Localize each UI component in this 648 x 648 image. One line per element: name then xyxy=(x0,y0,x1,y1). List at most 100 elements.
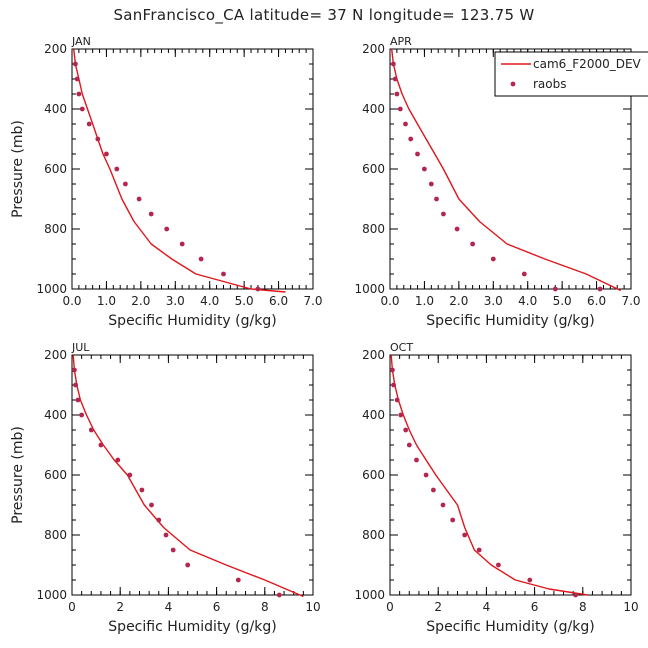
plot-frame xyxy=(71,354,314,596)
raobs-point xyxy=(406,442,412,448)
model-series-line xyxy=(73,48,286,293)
x-tick-label: 4.0 xyxy=(518,294,537,308)
x-tick-label: 2 xyxy=(434,600,442,614)
y-tick-label: 400 xyxy=(362,102,385,116)
raobs-point xyxy=(597,286,603,292)
raobs-point xyxy=(431,487,436,493)
x-tick-label: 4 xyxy=(483,600,491,614)
x-tick-label: 6.0 xyxy=(587,294,606,308)
y-tick-label: 800 xyxy=(44,222,67,236)
y-tick-label: 1000 xyxy=(36,282,67,296)
raobs-point xyxy=(76,91,82,97)
x-tick-label: 1.0 xyxy=(415,294,434,308)
y-axis-label: Pressure (mb) xyxy=(10,120,26,218)
raobs-point xyxy=(149,502,154,508)
raobs-point xyxy=(88,427,94,433)
raobs-point xyxy=(462,532,468,538)
raobs-point xyxy=(403,121,408,127)
raobs-point xyxy=(454,226,460,232)
raobs-point xyxy=(450,517,456,523)
panel-label: JUL xyxy=(71,341,90,354)
raobs-point xyxy=(185,562,191,568)
y-tick-label: 1000 xyxy=(36,588,67,602)
x-tick-label: 8 xyxy=(261,600,269,614)
x-axis-label: Specific Humidity (g/kg) xyxy=(108,313,276,329)
y-tick-label: 1000 xyxy=(354,588,385,602)
panel-label: JAN xyxy=(71,35,91,48)
plot-frame xyxy=(71,48,314,290)
y-axis-label: Pressure (mb) xyxy=(10,426,26,524)
y-tick-label: 400 xyxy=(44,102,67,116)
x-tick-label: 7.0 xyxy=(621,294,640,308)
x-tick-label: 0.0 xyxy=(380,294,399,308)
y-tick-label: 1000 xyxy=(354,282,385,296)
raobs-point xyxy=(115,457,121,463)
raobs-point xyxy=(390,367,395,373)
raobs-point xyxy=(139,487,145,493)
panel-label: APR xyxy=(390,35,412,48)
raobs-point xyxy=(521,271,527,277)
raobs-point xyxy=(398,412,404,418)
raobs-point xyxy=(255,286,261,292)
x-tick-label: 4.0 xyxy=(200,294,219,308)
y-tick-label: 200 xyxy=(44,42,67,56)
raobs-point xyxy=(527,577,533,583)
raobs-point xyxy=(136,196,142,202)
raobs-point xyxy=(440,502,446,508)
x-axis-label: Specific Humidity (g/kg) xyxy=(426,619,594,635)
raobs-point xyxy=(221,271,226,277)
raobs-point xyxy=(114,166,120,172)
y-tick-label: 200 xyxy=(44,348,67,362)
x-tick-label: 4 xyxy=(165,600,173,614)
x-tick-label: 6 xyxy=(213,600,221,614)
raobs-point xyxy=(391,61,396,67)
x-tick-label: 2.0 xyxy=(449,294,468,308)
raobs-point xyxy=(74,76,80,82)
raobs-point xyxy=(276,592,282,598)
raobs-point xyxy=(552,286,558,292)
raobs-point xyxy=(441,211,446,217)
raobs-point xyxy=(198,256,204,262)
x-tick-label: 5.0 xyxy=(553,294,572,308)
x-tick-label: 6.0 xyxy=(269,294,288,308)
x-tick-label: 3.0 xyxy=(484,294,503,308)
panel-label: OCT xyxy=(390,341,413,354)
raobs-point xyxy=(179,241,185,247)
y-tick-label: 400 xyxy=(362,408,385,422)
raobs-point xyxy=(163,532,169,538)
raobs-point xyxy=(573,592,578,598)
legend-box xyxy=(494,51,648,97)
raobs-point xyxy=(476,547,482,553)
raobs-point xyxy=(95,136,101,142)
raobs-point xyxy=(73,382,78,388)
raobs-point xyxy=(428,181,434,187)
raobs-point xyxy=(391,382,396,388)
x-tick-label: 5.0 xyxy=(235,294,254,308)
x-tick-label: 0 xyxy=(386,600,394,614)
x-tick-label: 6 xyxy=(531,600,539,614)
raobs-point xyxy=(79,412,84,418)
x-tick-label: 10 xyxy=(305,600,320,614)
y-tick-label: 400 xyxy=(44,408,67,422)
raobs-point xyxy=(79,106,85,112)
y-tick-label: 200 xyxy=(362,348,385,362)
raobs-point xyxy=(86,121,92,127)
raobs-point xyxy=(422,166,427,172)
x-axis-label: Specific Humidity (g/kg) xyxy=(426,313,594,329)
raobs-point xyxy=(392,76,398,82)
y-tick-label: 800 xyxy=(44,528,67,542)
raobs-point xyxy=(423,472,429,478)
raobs-point xyxy=(72,367,77,373)
x-tick-label: 0 xyxy=(68,600,76,614)
raobs-point xyxy=(164,226,170,232)
legend-obs-label: raobs xyxy=(533,77,567,91)
raobs-point xyxy=(73,61,78,67)
raobs-point xyxy=(490,256,496,262)
x-tick-label: 3.0 xyxy=(166,294,185,308)
raobs-point xyxy=(148,211,154,217)
raobs-point xyxy=(397,106,403,112)
